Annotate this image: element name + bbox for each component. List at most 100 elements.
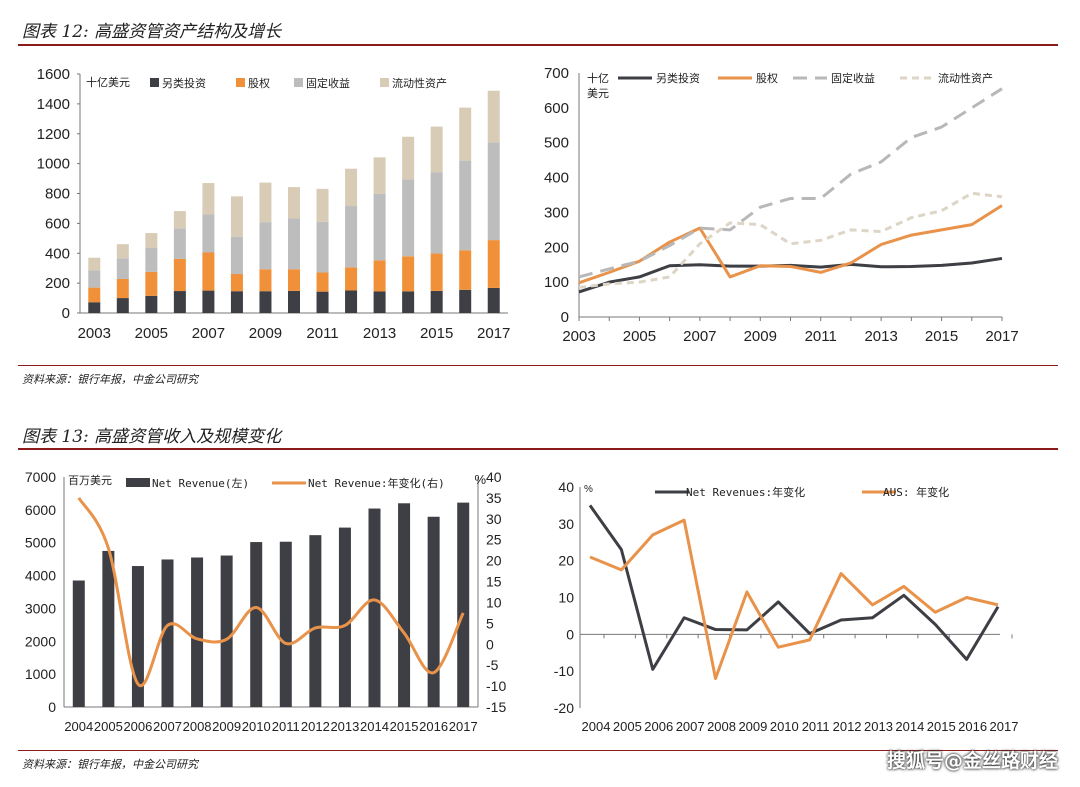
bar-segment-4	[459, 107, 472, 161]
y-tick-label: 0	[48, 699, 56, 715]
bar-segment-3	[459, 160, 472, 251]
bar-segment-2	[487, 240, 500, 288]
bar-segment-1	[88, 302, 101, 313]
x-tick-label: 2004	[64, 719, 93, 734]
y-tick-label: 700	[544, 65, 569, 82]
bar-segment-4	[259, 182, 272, 223]
x-tick-label: 2009	[738, 719, 767, 734]
bar-segment-4	[173, 211, 186, 229]
bar-segment-1	[487, 287, 500, 313]
series-line-2	[589, 518, 999, 681]
y-tick-label: 40	[558, 479, 574, 495]
x-tick-label: 2011	[805, 328, 837, 345]
legend-label: Net Revenue:年变化(右)	[308, 476, 445, 490]
figure-13-title: 图表 13: 高盛资管收入及规模变化	[22, 427, 282, 447]
legend-swatch	[236, 78, 245, 87]
x-tick-label: 2014	[895, 719, 924, 734]
legend-label: Net Revenues:年变化	[686, 485, 805, 499]
legend-label: AUS: 年变化	[883, 485, 949, 499]
bar-segment-4	[345, 168, 358, 207]
bar-segment-4	[202, 183, 215, 215]
series-line-2	[578, 204, 1003, 285]
x-tick-label: 2014	[360, 719, 389, 734]
x-tick-label: 2011	[802, 719, 830, 734]
y-tick-label: 10	[558, 590, 574, 606]
bar-segment-4	[88, 257, 101, 271]
bar-segment-2	[145, 271, 158, 296]
figure-13-source: 资料来源：银行年报，中金公司研究	[22, 758, 198, 771]
x-tick-label: 2007	[192, 325, 225, 342]
y-tick-label: -20	[554, 700, 574, 716]
bar-segment-2	[173, 258, 186, 292]
bar-segment-1	[145, 295, 158, 313]
x-tick-label: 2013	[363, 325, 396, 342]
revenue-bar	[368, 508, 381, 707]
bar-segment-3	[487, 142, 500, 241]
legend-label: 流动性资产	[938, 71, 993, 85]
x-tick-label: 2016	[958, 719, 987, 734]
x-tick-label: 2013	[330, 719, 359, 734]
y2-tick-label: 35	[486, 490, 502, 506]
revenue-bar	[161, 559, 174, 707]
y-tick-label: 1200	[37, 126, 70, 143]
unit-label: %	[584, 484, 593, 495]
y-tick-label: 1600	[37, 66, 70, 83]
bar-segment-4	[373, 157, 386, 194]
legend-label: 另类投资	[656, 71, 700, 85]
legend-swatch	[380, 78, 389, 87]
legend-label: Net Revenue(左)	[152, 477, 249, 490]
bar-segment-3	[145, 248, 158, 272]
x-tick-label: 2015	[927, 719, 956, 734]
x-tick-label: 2017	[449, 719, 478, 734]
bar-segment-2	[116, 278, 129, 299]
y-tick-label: 6000	[25, 502, 56, 518]
bar-segment-1	[316, 291, 329, 313]
bar-segment-4	[316, 188, 329, 222]
y-tick-label: 200	[45, 275, 70, 292]
bar-segment-1	[430, 290, 443, 313]
x-tick-label: 2007	[153, 719, 182, 734]
y-tick-label: 500	[544, 135, 569, 152]
series-line-1	[578, 256, 1003, 294]
bar-segment-1	[288, 290, 300, 313]
y-tick-label: 800	[45, 186, 70, 203]
y2-tick-label: -15	[486, 699, 506, 715]
x-tick-label: 2003	[562, 328, 595, 345]
bar-segment-3	[288, 218, 300, 270]
y-tick-label: 1000	[25, 666, 56, 682]
y-tick-label: 400	[544, 170, 569, 187]
x-tick-label: 2015	[925, 328, 958, 345]
x-tick-label: 2005	[623, 328, 656, 345]
x-tick-label: 2016	[419, 719, 448, 734]
bar-segment-4	[230, 196, 243, 237]
bar-segment-2	[373, 260, 386, 292]
x-tick-label: 2008	[183, 719, 212, 734]
bar-segment-3	[316, 221, 329, 273]
bar-segment-4	[288, 187, 300, 219]
legend-label: 另类投资	[162, 76, 206, 90]
x-tick-label: 2015	[420, 325, 453, 342]
x-tick-label: 2015	[390, 719, 419, 734]
x-tick-label: 2017	[985, 328, 1018, 345]
y-tick-label: 600	[45, 215, 70, 232]
x-tick-label: 2013	[864, 719, 893, 734]
revenue-bar	[102, 550, 115, 707]
bar-segment-3	[88, 270, 101, 288]
x-tick-label: 2008	[707, 719, 736, 734]
x-tick-label: 2010	[770, 719, 799, 734]
unit-label: 十亿	[587, 71, 609, 85]
y-tick-label: 2000	[25, 633, 56, 649]
x-tick-label: 2006	[644, 719, 673, 734]
y-tick-label: 300	[544, 204, 569, 221]
legend-label: 流动性资产	[392, 76, 447, 90]
x-tick-label: 2010	[242, 719, 271, 734]
y-tick-label: 3000	[25, 600, 56, 616]
revenue-bar	[191, 557, 204, 707]
x-tick-label: 2004	[582, 719, 611, 734]
x-tick-label: 2017	[990, 719, 1019, 734]
x-tick-label: 2013	[864, 328, 897, 345]
bar-segment-2	[316, 272, 329, 292]
bar-segment-4	[487, 90, 500, 143]
yoy-change-line	[77, 497, 465, 688]
